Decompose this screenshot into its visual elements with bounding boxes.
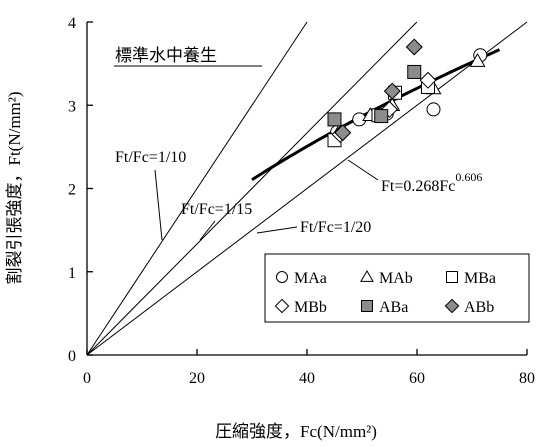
y-tick-label: 0 [68, 348, 76, 365]
legend-label-mba: MBa [464, 270, 496, 287]
data-point-aba [374, 109, 389, 124]
data-point-mbb [419, 71, 437, 89]
legend-box [264, 253, 530, 323]
legend-marker-abb [444, 298, 460, 314]
data-point-abb [334, 124, 352, 142]
reference-label-2: Ft/Fc=1/15 [181, 201, 252, 218]
legend-marker-maa [276, 271, 288, 283]
reference-label-3: Ft/Fc=1/20 [300, 219, 371, 236]
y-tick-label: 4 [68, 15, 76, 32]
legend-marker-aba [361, 300, 373, 312]
fit-equation-exponent: 0.606 [455, 170, 482, 184]
data-point-abb [383, 82, 401, 100]
x-tick-label: 80 [519, 370, 535, 387]
y-axis-title: 割裂引張強度，Ft(N/mm²) [5, 91, 24, 284]
reference-line-1 [86, 21, 308, 356]
y-tick-label: 2 [68, 182, 76, 199]
x-tick-label: 60 [409, 370, 425, 387]
reference-line-3 [86, 21, 528, 356]
legend-marker-mab [360, 269, 374, 282]
plot-axes: 0 20 40 60 80 0 1 2 3 4 [68, 15, 535, 387]
fit-equation-base: Ft=0.268Fc [381, 178, 455, 195]
legend-label-abb: ABb [464, 299, 494, 316]
condition-label: 標準水中養生 [115, 46, 217, 65]
legend: MAa MAb MBa MBb ABa ABb [274, 269, 496, 316]
data-point-maa [426, 102, 441, 117]
x-tick-label: 40 [299, 370, 315, 387]
fit-equation-leader [347, 159, 379, 181]
data-point-aba [327, 112, 342, 127]
legend-label-maa: MAa [294, 270, 327, 287]
legend-marker-mbb [274, 298, 290, 314]
x-tick-label: 20 [189, 370, 205, 387]
data-point-mab [469, 52, 486, 67]
x-axis-title: 圧縮強度，Fc(N/mm²) [215, 422, 377, 441]
x-tick-label: 0 [83, 370, 91, 387]
data-point-abb [405, 38, 423, 56]
reference-line-2 [86, 21, 418, 356]
plot-points [327, 38, 488, 148]
y-tick-label: 3 [68, 98, 76, 115]
legend-label-mab: MAb [379, 270, 413, 287]
legend-label-aba: ABa [379, 299, 408, 316]
y-tick-label: 1 [68, 265, 76, 282]
data-point-aba [407, 64, 422, 79]
reference-leader-2 [199, 220, 216, 241]
fit-equation: Ft=0.268Fc0.606 [381, 170, 482, 195]
legend-label-mbb: MBb [294, 299, 327, 316]
reference-label-1: Ft/Fc=1/10 [115, 149, 186, 166]
legend-marker-mba [446, 271, 458, 283]
plot-text: Ft/Fc=1/10 Ft/Fc=1/15 Ft/Fc=1/20 Ft=0.268Fc… [115, 149, 482, 241]
reference-leader-1 [154, 169, 163, 241]
reference-leader-3 [256, 226, 298, 234]
